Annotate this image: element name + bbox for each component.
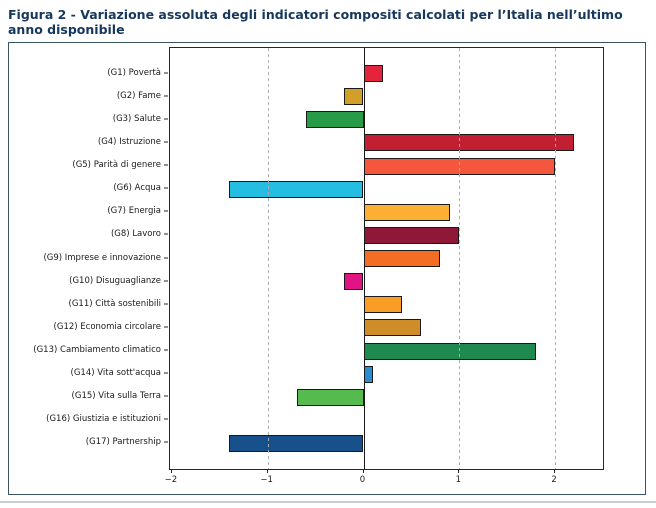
y-axis-labels: (G1) Povertà (G2) Fame (G3) Salute (G4) Ist… (9, 47, 169, 468)
y-tick-mark (164, 187, 168, 189)
y-tick-mark (164, 326, 168, 328)
figure-title: Figura 2 - Variazione assoluta degli ind… (8, 7, 623, 37)
x-tick-label: −1 (260, 475, 273, 485)
category-label-g6: (G6) Acqua (113, 183, 161, 194)
bar-g10 (344, 273, 364, 291)
y-tick-mark (164, 141, 168, 143)
bar-g11 (363, 296, 402, 314)
x-tick-mark (554, 469, 556, 473)
category-label-g16: (G16) Giustizia e istituzioni (46, 414, 161, 425)
gridline-x-1 (267, 48, 269, 469)
bar-g4 (363, 134, 575, 152)
bar-g12 (363, 319, 421, 337)
gridline-x1 (459, 48, 461, 469)
category-label-g13: (G13) Cambiamento climatico (33, 345, 161, 355)
category-label-g1: (G1) Povertà (107, 67, 161, 78)
plot-area (169, 47, 604, 470)
bar-g8 (363, 226, 460, 244)
category-label-g15: (G15) Vita sulla Terra (71, 391, 161, 402)
x-tick-label: 0 (359, 475, 366, 485)
bar-g1 (363, 65, 383, 83)
bar-g13 (363, 342, 536, 360)
chart-frame: (G1) Povertà (G2) Fame (G3) Salute (G4) Ist… (8, 42, 646, 495)
y-tick-mark (164, 349, 168, 351)
category-label-g11: (G11) Città sostenibili (68, 298, 161, 309)
category-label-g9: (G9) Imprese e innovazione (43, 252, 161, 263)
x-tick-mark (266, 469, 268, 473)
x-tick-label: 2 (551, 475, 557, 485)
bar-g14 (363, 365, 374, 383)
x-tick-label: −2 (164, 475, 178, 485)
category-label-g2: (G2) Fame (116, 90, 161, 101)
y-tick-mark (164, 95, 168, 97)
y-tick-mark (164, 233, 168, 235)
gridline-x2 (555, 48, 557, 469)
bar-g2 (344, 88, 364, 106)
y-tick-mark (164, 418, 168, 420)
x-tick-mark (458, 469, 460, 473)
bar-g3 (306, 111, 364, 129)
bar-g17 (229, 434, 364, 452)
category-label-g4: (G4) Istruzione (97, 136, 161, 147)
category-label-g14: (G14) Vita sott'acqua (70, 368, 161, 379)
bar-g6 (229, 180, 364, 198)
y-tick-mark (164, 210, 168, 212)
y-tick-mark (164, 280, 168, 282)
x-tick-mark (362, 469, 364, 473)
y-tick-mark (164, 372, 168, 374)
category-label-g7: (G7) Energia (107, 206, 161, 217)
zero-line (363, 48, 365, 469)
category-label-g8: (G8) Lavoro (110, 229, 161, 240)
bar-g15 (296, 388, 364, 406)
category-label-g12: (G12) Economia circolare (53, 321, 161, 332)
x-tick-label: 1 (455, 475, 462, 485)
x-axis: −2 −1 0 1 2 (165, 469, 602, 491)
bottom-divider (0, 501, 656, 503)
bar-g9 (363, 250, 441, 267)
bar-g7 (363, 203, 450, 221)
y-tick-mark (164, 118, 168, 120)
x-tick-mark (170, 469, 172, 473)
y-tick-mark (164, 257, 168, 258)
y-tick-mark (164, 395, 168, 397)
y-tick-mark (164, 72, 168, 74)
category-label-g10: (G10) Disuguaglianze (69, 275, 161, 286)
category-label-g17: (G17) Partnership (85, 437, 161, 448)
category-label-g3: (G3) Salute (112, 113, 161, 124)
y-tick-mark (164, 441, 168, 443)
category-label-g5: (G5) Parità di genere (72, 160, 161, 170)
y-tick-mark (164, 164, 168, 166)
y-tick-mark (164, 303, 168, 305)
